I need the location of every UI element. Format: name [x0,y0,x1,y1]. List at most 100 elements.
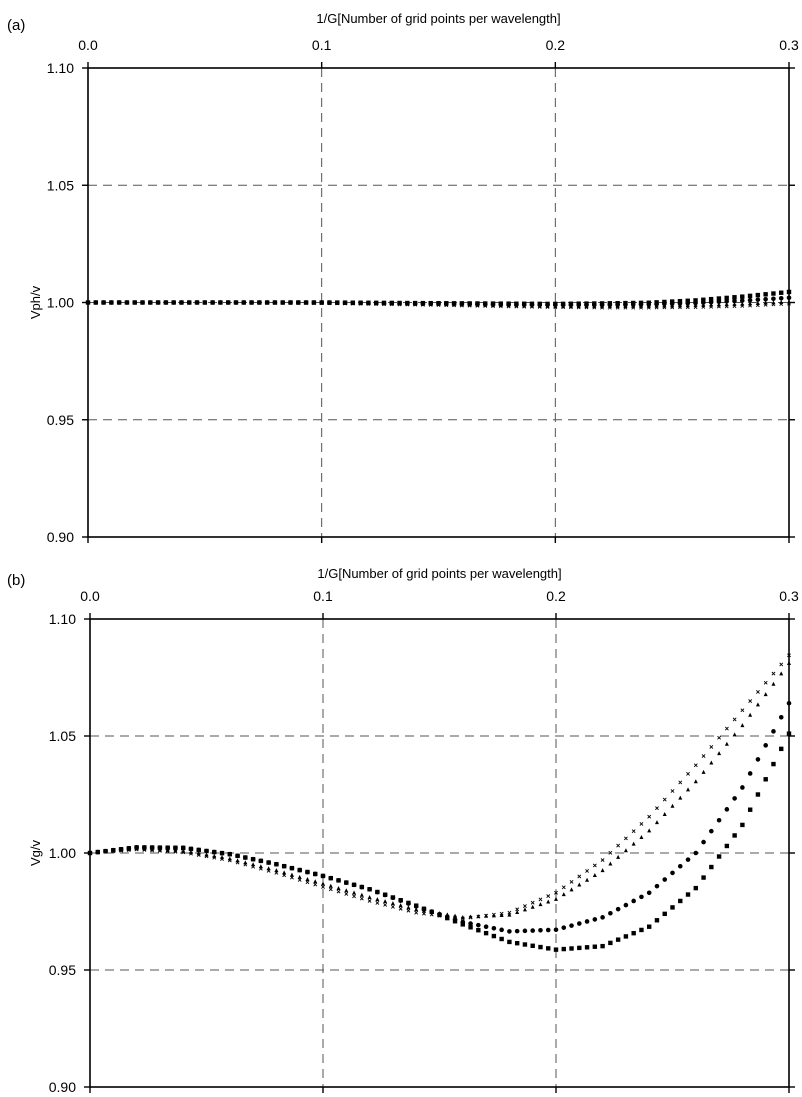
data-point-square [755,792,761,797]
data-point-cross [538,897,543,902]
data-point-triangle [654,820,659,825]
data-point-cross [546,894,551,899]
data-point-square [771,291,776,296]
data-point-triangle [709,760,714,765]
data-point-cross [491,304,495,309]
y-tick-label: 1.10 [47,60,74,76]
data-point-cross [429,912,434,917]
data-point-triangle [507,912,512,917]
data-point-triangle [717,751,722,756]
data-point-cross [732,304,737,309]
data-point-circle [561,925,567,930]
data-point-cross [234,300,238,305]
data-point-square [740,822,745,828]
data-point-cross [568,305,573,310]
data-point-circle [716,817,722,823]
data-point-cross [336,889,341,894]
data-point-circle [406,901,411,906]
data-point-cross [507,910,512,915]
data-point-cross [506,304,511,309]
data-point-triangle [686,787,691,792]
data-point-triangle [383,899,388,904]
data-point-triangle [537,303,542,308]
data-point-cross [763,302,768,307]
data-point-triangle [755,702,760,707]
data-point-square [538,944,543,950]
data-point-circle [328,875,334,881]
data-point-cross [693,305,698,310]
data-point-cross [445,914,450,919]
data-point-square [732,833,737,838]
data-point-circle [375,889,380,895]
data-point-cross [771,671,776,676]
data-point-triangle [546,899,551,904]
data-point-square [561,946,566,952]
data-point-circle [755,297,761,302]
data-point-cross [204,854,209,859]
data-point-cross [243,862,248,867]
data-point-cross [86,300,90,305]
data-point-circle [600,915,605,920]
data-point-cross [631,829,636,834]
data-point-circle [173,845,178,851]
data-point-triangle [459,302,464,307]
data-point-circle [196,847,202,853]
data-point-cross [328,887,333,892]
data-point-triangle [134,846,139,851]
data-point-circle [483,924,489,930]
data-point-square [483,930,489,936]
data-point-triangle [428,301,433,306]
data-point-cross [561,885,566,890]
data-point-cross [491,912,496,917]
data-point-cross [685,305,690,310]
data-point-triangle [522,303,527,308]
data-point-cross [569,879,574,884]
data-point-cross [631,305,636,310]
data-point-triangle [515,909,520,914]
data-point-triangle [693,779,698,784]
data-point-square [592,944,598,949]
data-point-circle [685,300,691,306]
data-point-cross [422,911,426,916]
data-point-cross [280,301,285,305]
data-point-cross [202,300,207,305]
data-point-circle [491,925,497,931]
data-point-triangle [561,892,566,897]
data-point-cross [343,301,347,306]
data-point-cross [95,850,100,855]
data-point-circle [235,853,240,859]
data-point-circle [522,928,528,934]
data-point-cross [779,662,784,667]
data-point-circle [274,861,279,867]
data-point-cross [740,304,745,308]
data-point-triangle [352,890,357,895]
data-point-cross [444,303,449,308]
data-point-cross [724,726,729,731]
data-point-cross [249,300,254,305]
data-point-circle [289,865,295,871]
data-point-circle [763,743,768,748]
series-triangle [88,661,791,919]
data-point-cross [212,855,217,860]
data-point-triangle [398,903,403,908]
data-point-cross [390,904,395,909]
data-point-circle [320,873,326,879]
data-point-triangle [336,886,341,891]
data-point-cross [709,304,714,309]
data-point-cross [358,301,363,306]
data-point-triangle [375,897,380,902]
data-point-triangle [592,872,597,877]
data-point-square [476,928,481,933]
data-point-cross [296,301,301,305]
data-point-circle [646,890,652,896]
data-point-cross [181,850,186,855]
data-point-cross [467,303,472,308]
data-point-square [631,930,636,936]
data-point-circle [670,870,675,876]
data-point-square [600,943,605,949]
data-point-cross [258,866,263,871]
data-point-triangle [779,671,784,676]
data-point-triangle [491,913,496,918]
data-point-cross [196,853,201,857]
data-point-cross [537,305,542,309]
